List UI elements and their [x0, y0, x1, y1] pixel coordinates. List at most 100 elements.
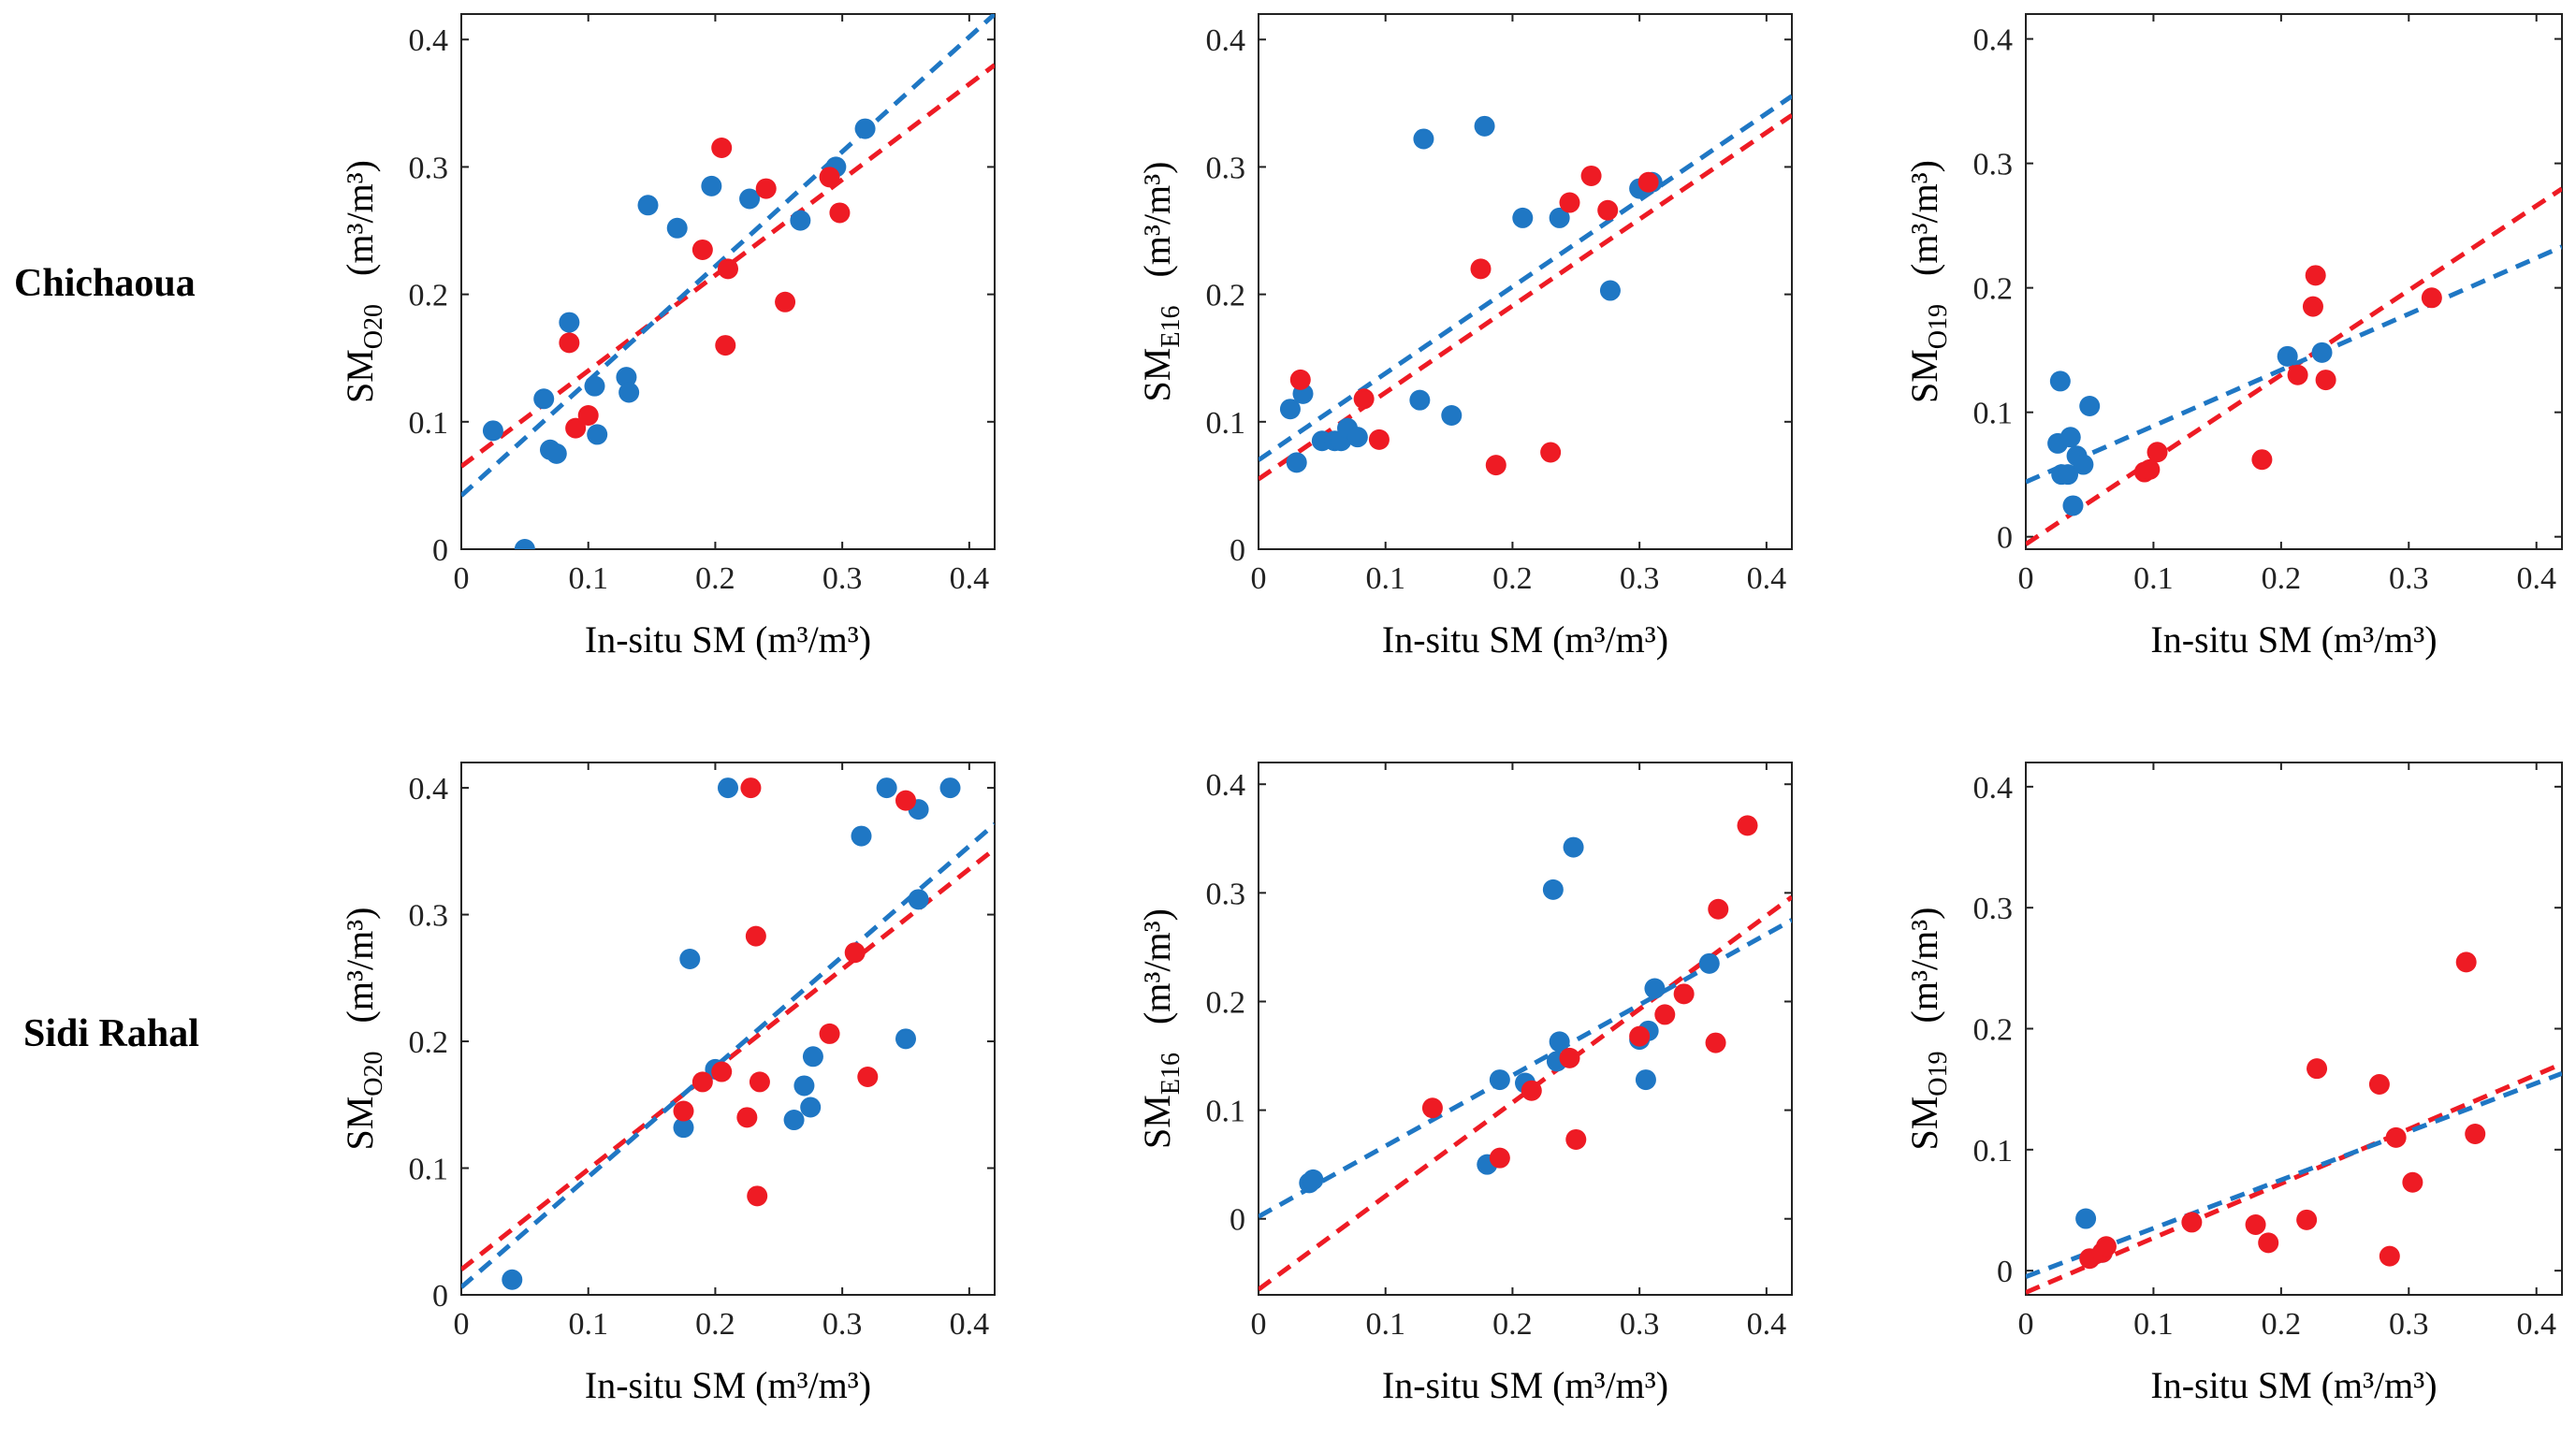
data-point-red — [711, 138, 733, 158]
data-point-red — [1737, 815, 1758, 836]
plot-frame — [1258, 762, 1793, 1296]
data-point-blue — [2073, 454, 2094, 475]
row-label-chichaoua: Chichaoua — [14, 262, 196, 305]
scatter-panel-3: 0 0.1 0.2 0.3 0.4 0 0.1 0.2 0.3 0.4 In-situ SM (m³… — [1903, 13, 2563, 661]
x-tick-label: 0.3 — [822, 1307, 863, 1342]
data-point-blue — [1286, 452, 1307, 473]
plot-area — [1259, 815, 1792, 1292]
data-point-blue — [2075, 1208, 2097, 1229]
y-tick-label: 0.2 — [1206, 985, 1246, 1020]
data-point-red — [2368, 1073, 2390, 1095]
data-point-blue — [802, 1046, 823, 1068]
x-tick-label: 0 — [1251, 1307, 1267, 1342]
data-point-blue — [619, 382, 640, 403]
data-point-red — [1629, 1025, 1651, 1047]
plot-area — [2026, 951, 2562, 1295]
data-point-blue — [2058, 464, 2079, 486]
data-point-blue — [2277, 345, 2298, 367]
x-tick-label: 0.4 — [950, 1307, 990, 1342]
data-point-red — [819, 167, 840, 188]
data-point-blue — [1512, 207, 1534, 228]
data-point-blue — [1549, 1031, 1570, 1053]
panels: 0 0.1 0.2 0.3 0.4 0 0.1 0.2 0.3 0.4 In-situ SM (m³… — [339, 13, 2563, 1406]
data-point-blue — [1409, 389, 1431, 411]
data-point-blue — [1698, 952, 1720, 974]
data-point-red — [2385, 1126, 2407, 1148]
plot-frame — [2025, 13, 2563, 550]
x-tick-label: 0.1 — [2133, 1307, 2174, 1342]
data-point-blue — [851, 825, 872, 847]
data-point-blue — [584, 375, 605, 397]
data-point-red — [691, 1071, 713, 1093]
x-tick-label: 0.1 — [1365, 561, 1405, 596]
data-point-red — [740, 777, 762, 799]
data-point-red — [2315, 370, 2336, 391]
data-point-blue — [793, 1075, 815, 1097]
data-point-red — [2455, 951, 2477, 973]
fit-line-blue — [1259, 918, 1792, 1219]
scatter-panel-4: 0 0.1 0.2 0.3 0.4 0 0.1 0.2 0.3 0.4 In-situ SM (m³… — [339, 762, 996, 1406]
scatter-panel-6: 0 0.1 0.2 0.3 0.4 0 0.1 0.2 0.3 0.4 In-situ SM (m³… — [1903, 762, 2563, 1406]
data-point-red — [1470, 258, 1492, 280]
data-point-blue — [616, 367, 637, 388]
fit-line-blue — [461, 821, 995, 1289]
data-point-red — [711, 1061, 733, 1082]
data-point-blue — [939, 777, 961, 799]
y-tick-label: 0.1 — [1973, 1134, 2014, 1169]
y-axis-label: SMO19 (m³/m³) — [1903, 160, 1953, 403]
y-tick-label: 0.2 — [409, 1025, 449, 1060]
data-point-blue — [502, 1269, 523, 1290]
y-tick-label: 0.2 — [1973, 1013, 2014, 1048]
plot-area — [1259, 94, 1792, 482]
y-tick-label: 0.3 — [1206, 877, 1246, 911]
data-point-red — [749, 1071, 770, 1093]
y-tick-label: 0.3 — [1973, 148, 2014, 182]
data-point-blue — [533, 388, 555, 410]
data-point-red — [2421, 287, 2442, 309]
data-point-red — [1540, 442, 1562, 463]
x-tick-label: 0.2 — [1492, 1307, 1533, 1342]
data-point-red — [1368, 428, 1390, 450]
data-point-blue — [637, 195, 659, 216]
data-point-blue — [1644, 978, 1666, 999]
plot-area — [461, 14, 995, 549]
plot-area — [461, 777, 995, 1290]
data-point-red — [819, 1023, 840, 1044]
x-tick-label: 0.3 — [1620, 561, 1660, 596]
data-point-blue — [679, 948, 701, 969]
data-point-blue — [2049, 370, 2071, 392]
y-tick-label: 0 — [432, 533, 448, 568]
data-point-red — [1421, 1097, 1443, 1119]
y-tick-label: 0 — [432, 1279, 448, 1314]
data-point-red — [2402, 1171, 2423, 1193]
y-axis-label: SME16 (m³/m³) — [1136, 162, 1186, 402]
data-point-red — [691, 239, 713, 260]
data-point-red — [1637, 171, 1659, 193]
x-tick-label: 0.4 — [2516, 561, 2556, 596]
data-point-red — [1580, 165, 1602, 186]
data-point-blue — [514, 539, 535, 549]
data-point-blue — [1303, 1169, 1324, 1190]
data-point-blue — [1474, 115, 1495, 137]
data-point-red — [895, 790, 916, 811]
data-point-red — [844, 942, 866, 964]
y-tick-label: 0.4 — [1206, 768, 1246, 803]
y-tick-label: 0.4 — [409, 23, 449, 58]
x-tick-label: 0.4 — [1747, 1307, 1787, 1342]
data-point-red — [1565, 1128, 1587, 1150]
data-point-red — [2245, 1213, 2266, 1235]
plot-frame — [2025, 762, 2563, 1296]
x-tick-label: 0 — [2018, 1307, 2034, 1342]
x-tick-label: 0.1 — [568, 1307, 608, 1342]
data-point-blue — [2059, 427, 2081, 448]
x-tick-label: 0.2 — [695, 1307, 735, 1342]
data-point-red — [2296, 1209, 2318, 1230]
x-tick-label: 0.2 — [2262, 561, 2302, 596]
scatter-panel-1: 0 0.1 0.2 0.3 0.4 0 0.1 0.2 0.3 0.4 In-situ SM (m³… — [339, 13, 996, 661]
data-point-red — [1705, 1032, 1726, 1053]
data-point-red — [1353, 388, 1375, 410]
data-point-red — [2147, 442, 2168, 463]
x-tick-label: 0.3 — [1620, 1307, 1660, 1342]
data-point-blue — [1549, 207, 1570, 228]
x-tick-label: 0.3 — [2389, 561, 2429, 596]
